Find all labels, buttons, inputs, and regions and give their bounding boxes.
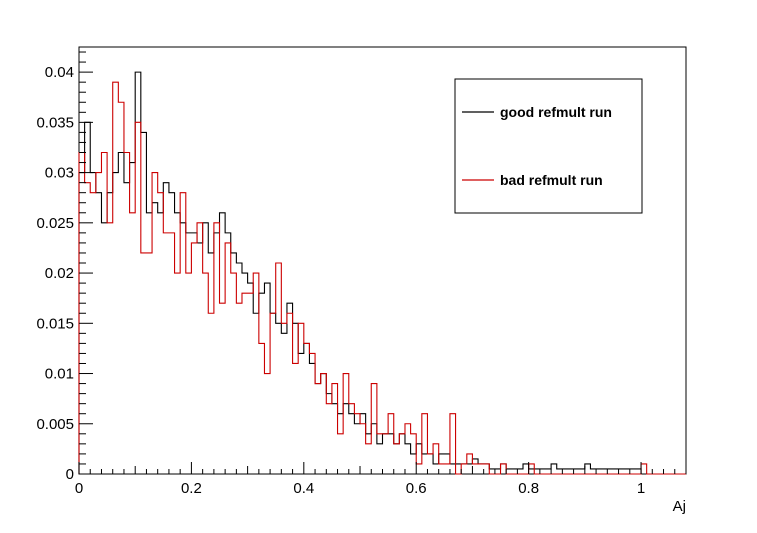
- y-tick-label: 0.025: [36, 215, 74, 232]
- x-tick-label: 0.8: [518, 480, 539, 497]
- series-layer: [78, 71, 686, 475]
- legend-label-good-refmult-run: good refmult run: [500, 104, 612, 120]
- x-axis-title: Aj: [673, 498, 686, 515]
- x-tick-label: 0.4: [293, 480, 314, 497]
- y-tick-label: 0.035: [36, 114, 74, 131]
- x-tick-label: 1: [637, 480, 645, 497]
- series-bad-refmult-run-line: [78, 81, 686, 475]
- x-tick-label: 0.6: [406, 480, 427, 497]
- x-axis: 0 0.2 0.4 0.6 0.8 1: [75, 462, 687, 497]
- y-tick-label: 0.005: [36, 416, 74, 433]
- y-tick-label: 0: [66, 466, 74, 483]
- legend: good refmult run bad refmult run: [454, 78, 643, 214]
- y-tick-label: 0.015: [36, 315, 74, 332]
- y-axis: 0 0.005 0.01 0.015 0.02 0.025 0.03 0.035 0.04: [36, 51, 93, 483]
- x-tick-label: 0.2: [181, 480, 202, 497]
- legend-label-bad-refmult-run: bad refmult run: [500, 172, 603, 188]
- y-tick-label: 0.04: [45, 64, 74, 81]
- y-tick-label: 0.02: [45, 265, 74, 282]
- legend-box: [454, 78, 643, 214]
- y-tick-label: 0.01: [45, 366, 74, 383]
- y-tick-label: 0.03: [45, 165, 74, 182]
- x-tick-label: 0: [75, 480, 83, 497]
